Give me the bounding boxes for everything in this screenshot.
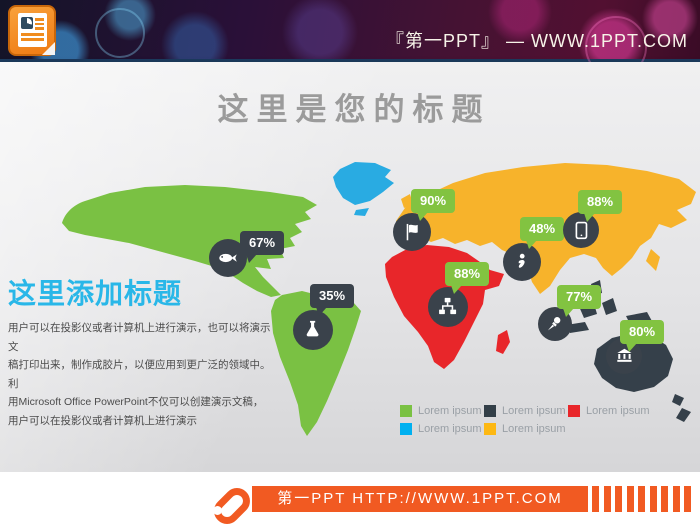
percent-callout-north-america: 67% [240, 231, 285, 263]
site-header: 『第一PPT』 — WWW.1PPT.COM [0, 0, 700, 78]
island-new-zealand-north [672, 394, 684, 406]
barcode-stripe [661, 486, 668, 512]
callout-tail [316, 307, 327, 316]
callout-tail [417, 212, 428, 221]
barcode-stripes [592, 486, 700, 512]
legend-label: Lorem ipsum [502, 423, 566, 435]
legend-swatch [484, 405, 496, 417]
legend-label: Lorem ipsum [418, 405, 482, 417]
site-url-link[interactable]: 第一PPT HTTP://WWW.1PPT.COM [252, 486, 588, 512]
island-new-zealand-south [676, 408, 691, 422]
pie-chart-glyph [21, 17, 33, 29]
continent-greenland [333, 162, 394, 205]
callout-tail [626, 343, 637, 352]
legend-swatch [400, 423, 412, 435]
callout-tail [563, 308, 574, 317]
document-sheet [18, 13, 47, 47]
flask-icon-circle [293, 310, 333, 350]
barcode-stripe [603, 486, 611, 512]
percent-callout-north-asia: 88% [578, 190, 623, 222]
barcode-stripe [615, 486, 622, 512]
legend-label: Lorem ipsum [418, 423, 482, 435]
callout-tail [451, 285, 462, 294]
org-chart-icon [439, 298, 457, 315]
flask-icon [307, 321, 319, 337]
percent-callout-south-america: 35% [310, 284, 355, 316]
percent-callout-europe: 90% [411, 189, 456, 221]
site-footer: 第一PPT HTTP://WWW.1PPT.COM [0, 472, 700, 525]
slide-title: 这里是您的标题 [217, 92, 491, 127]
continent-north-america [62, 185, 317, 297]
legend-label: Lorem ipsum [586, 405, 650, 417]
callout-tail [246, 254, 257, 263]
ring-logo-icon [208, 481, 256, 525]
island-iceland [354, 208, 369, 216]
legend-item: Lorem ipsum [484, 405, 568, 417]
fish-icon [219, 253, 237, 263]
pin-icon [548, 317, 561, 331]
person-icon [518, 253, 525, 268]
percent-callout-south-asia: 48% [520, 217, 565, 249]
pin-icon-circle [538, 307, 572, 341]
site-brand-link[interactable]: 『第一PPT』 — WWW.1PPT.COM [385, 31, 688, 51]
barcode-stripe [649, 486, 657, 512]
section-body: 用户可以在投影仪或者计算机上进行演示，也可以将演示文 稿打印出来，制作成胶片，以… [8, 322, 271, 427]
tablet-icon [575, 221, 587, 239]
legend-swatch [568, 405, 580, 417]
person-icon-circle [503, 243, 541, 281]
callout-tail [526, 240, 537, 249]
island-sulawesi [602, 298, 617, 315]
callout-tail [584, 213, 595, 222]
barcode-stripe [672, 486, 680, 512]
legend-swatch [400, 405, 412, 417]
flag-icon [406, 223, 418, 241]
legend-swatch [484, 423, 496, 435]
section-heading: 这里添加标题 [8, 278, 183, 309]
org-chart-icon-circle [428, 287, 468, 327]
barcode-stripe [684, 486, 691, 512]
legend-label: Lorem ipsum [502, 405, 566, 417]
percent-callout-southeast-asia: 77% [557, 285, 602, 317]
barcode-stripe [638, 486, 645, 512]
barcode-stripe [626, 486, 634, 512]
percent-callout-africa: 88% [445, 262, 490, 294]
legend-item: Lorem ipsum [568, 405, 652, 417]
legend-item: Lorem ipsum [484, 423, 568, 435]
map-legend: Lorem ipsum Lorem ipsum Lorem ipsum Lorem i… [400, 405, 652, 435]
island-britain [401, 194, 413, 208]
page-fold [42, 42, 55, 55]
percent-callout-australia: 80% [620, 320, 665, 352]
map-marker-layer: 67% 35% 90% 88% 48% 88% 77% 80% [0, 62, 700, 472]
powerpoint-logo-icon [8, 5, 56, 56]
legend-item: Lorem ipsum [400, 423, 484, 435]
slide-canvas: 这里是您的标题 67% 35% 90% 88% 48% 88% 77% 80% 这里添加标题 … [0, 62, 700, 472]
island-japan [646, 249, 660, 271]
barcode-stripe [592, 486, 599, 512]
legend-item: Lorem ipsum [400, 405, 484, 417]
island-madagascar [496, 330, 510, 354]
bokeh-decoration [95, 8, 145, 58]
